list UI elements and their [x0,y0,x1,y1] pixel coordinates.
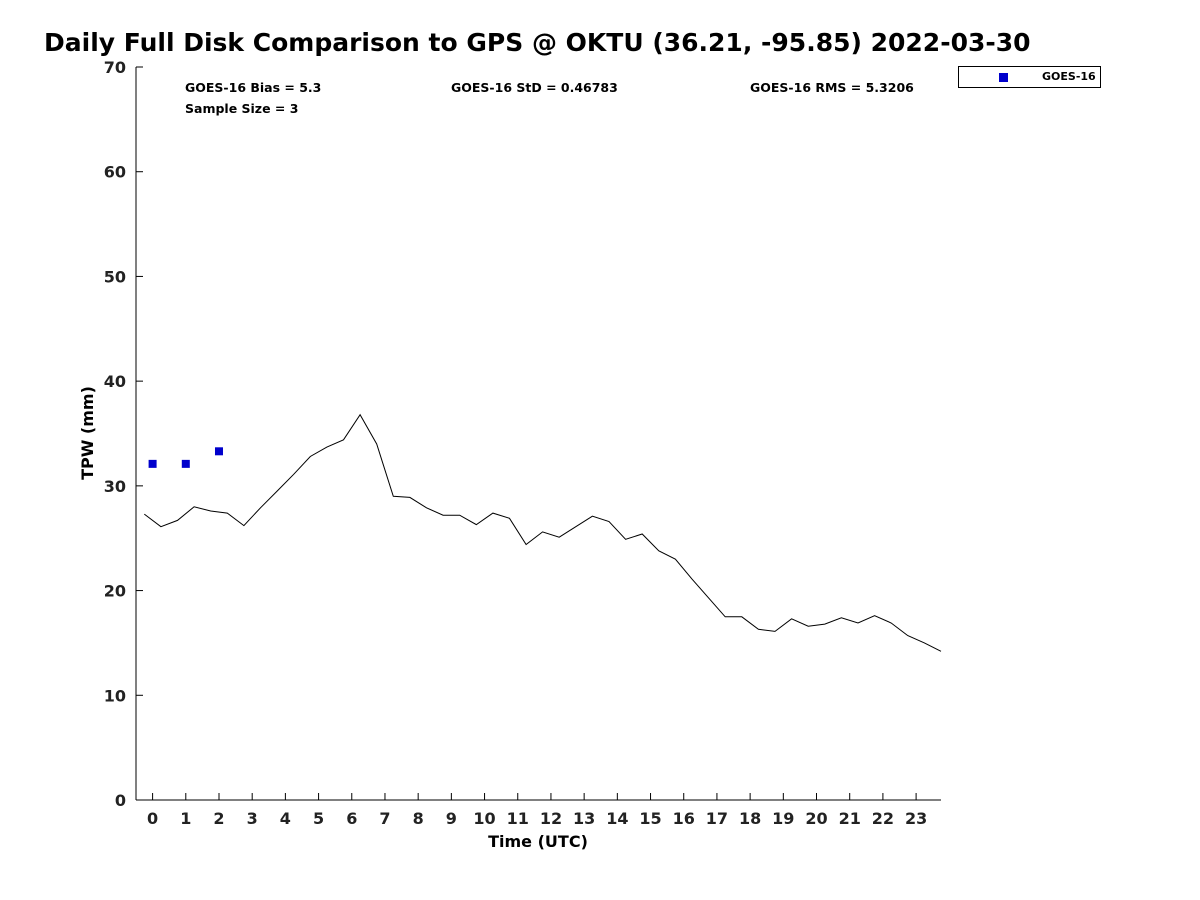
x-tick-label: 7 [379,809,390,828]
goes16-point [148,459,157,468]
rms-annotation: GOES-16 RMS = 5.3206 [750,80,914,95]
x-tick-label: 3 [247,809,258,828]
bias-annotation: GOES-16 Bias = 5.3 [185,80,322,95]
x-tick-label: 19 [772,809,794,828]
x-tick-label: 6 [346,809,357,828]
y-tick-label: 70 [104,58,126,77]
x-tick-label: 12 [540,809,562,828]
goes16-point [214,447,223,456]
x-tick-label: 14 [606,809,628,828]
y-tick-label: 20 [104,582,126,601]
chart-title: Daily Full Disk Comparison to GPS @ OKTU… [44,28,1031,57]
x-tick-label: 9 [446,809,457,828]
goes16-point [181,459,190,468]
gps-tpw-line [143,413,942,652]
x-tick-label: 15 [639,809,661,828]
x-tick-label: 2 [213,809,224,828]
x-tick-label: 22 [872,809,894,828]
x-axis-label: Time (UTC) [488,832,588,851]
x-tick-label: 4 [280,809,291,828]
x-tick-label: 11 [507,809,529,828]
y-tick-label: 10 [104,686,126,705]
x-tick-label: 21 [839,809,861,828]
axes [135,67,941,801]
y-tick-label: 40 [104,372,126,391]
x-tick-label: 17 [706,809,728,828]
legend: GOES-16 [958,66,1101,88]
x-ticks: 0 1 2 3 4 5 6 7 8 9 10 11 12 13 14 15 16 17 18 19 20 21 22 23 [147,793,927,828]
x-tick-label: 5 [313,809,324,828]
y-tick-label: 30 [104,477,126,496]
x-tick-label: 13 [573,809,595,828]
x-tick-label: 23 [905,809,927,828]
legend-swatch-goes16 [999,73,1008,82]
legend-label-goes16: GOES-16 [1042,70,1096,83]
goes-points [148,447,223,468]
x-tick-label: 10 [473,809,495,828]
x-tick-label: 16 [673,809,695,828]
x-tick-label: 8 [413,809,424,828]
y-tick-label: 0 [115,791,126,810]
gps-line-group [143,413,942,652]
y-axis-label: TPW (mm) [78,386,97,480]
y-tick-label: 60 [104,163,126,182]
y-ticks: 0 10 20 30 40 50 60 70 [104,58,143,810]
x-tick-label: 1 [180,809,191,828]
x-tick-label: 18 [739,809,761,828]
sample-size-annotation: Sample Size = 3 [185,101,299,116]
std-annotation: GOES-16 StD = 0.46783 [451,80,618,95]
y-tick-label: 50 [104,267,126,286]
x-tick-label: 0 [147,809,158,828]
x-tick-label: 20 [805,809,827,828]
